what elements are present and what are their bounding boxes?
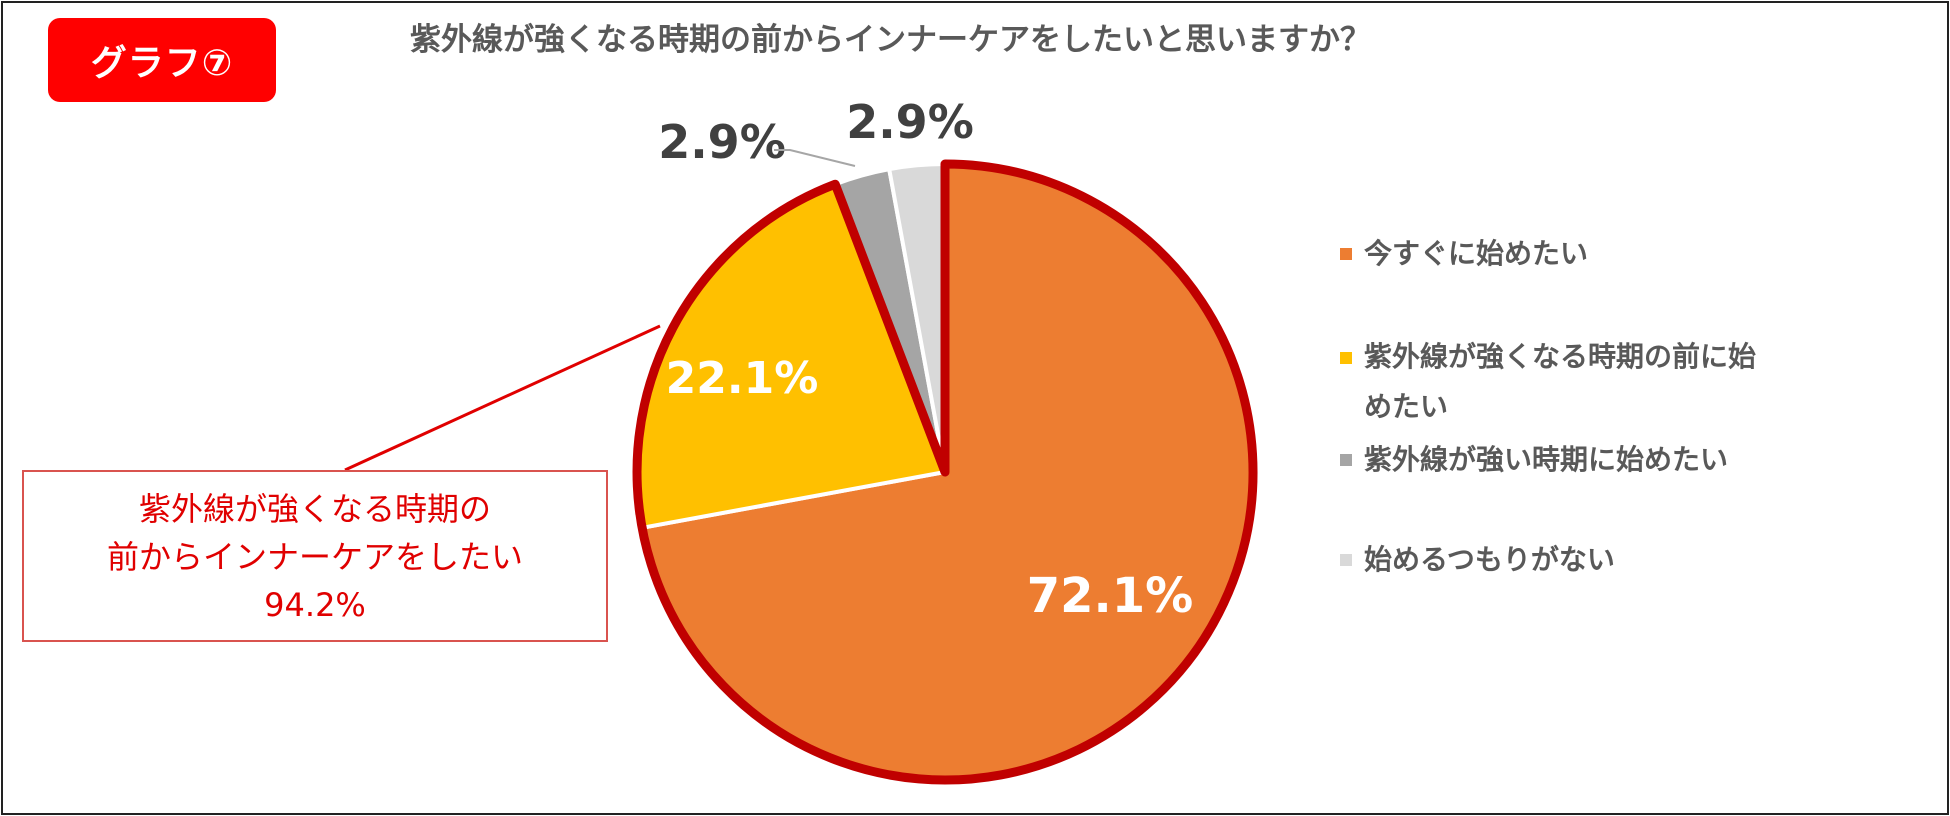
highlight-outline xyxy=(632,159,1258,785)
legend-swatch-now xyxy=(1340,248,1352,260)
chart-title: 紫外線が強くなる時期の前からインナーケアをしたいと思いますか？ xyxy=(410,22,1371,58)
data-label-before-strong-uv: 22.1% xyxy=(666,353,819,404)
legend-label-strong-uv: 紫外線が強い時期に始めたい xyxy=(1364,443,1729,476)
data-label-strong-uv: 2.9% xyxy=(658,115,786,169)
graph-badge: グラフ⑦ xyxy=(48,18,276,102)
label-leader-line xyxy=(774,149,856,167)
legend-label-before-strong-uv: 紫外線が強くなる時期の前に始めたい xyxy=(1364,340,1757,423)
data-label-now: 72.1% xyxy=(1027,568,1194,624)
callout-leader-line xyxy=(344,324,661,472)
legend-swatch-strong-uv xyxy=(1340,454,1352,466)
data-label-no-plan: 2.9% xyxy=(846,95,974,149)
callout-box: 紫外線が強くなる時期の 前からインナーケアをしたい 94.2% xyxy=(22,470,608,642)
legend-label-now: 今すぐに始めたい xyxy=(1364,237,1589,270)
legend-label-no-plan: 始めるつもりがない xyxy=(1364,543,1615,576)
callout-total: 94.2% xyxy=(264,586,366,624)
legend-swatch-no-plan xyxy=(1340,554,1352,566)
callout-line-2: 前からインナーケアをしたい xyxy=(106,538,523,576)
callout-line-1: 紫外線が強くなる時期の xyxy=(138,490,491,528)
legend-swatch-before-strong-uv xyxy=(1340,352,1352,364)
